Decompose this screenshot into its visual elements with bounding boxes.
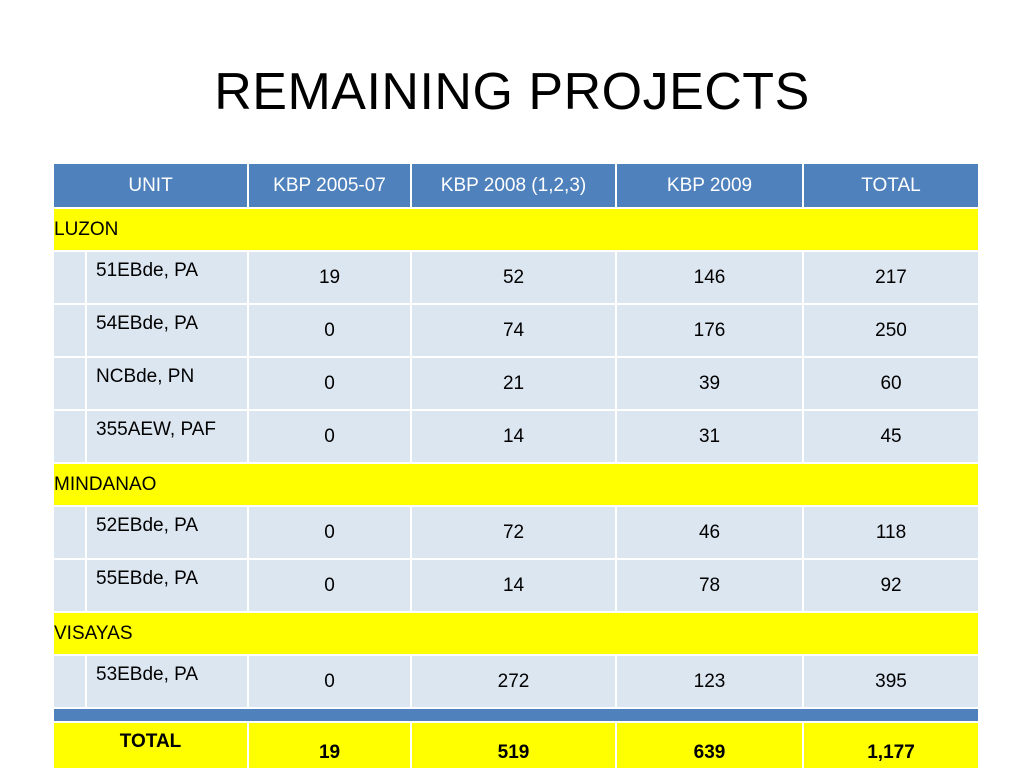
value-kbp-2009: 39 xyxy=(615,356,805,411)
table-row: 53EBde, PA 0 272 123 395 xyxy=(52,654,981,709)
unit-name: 355AEW, PAF xyxy=(84,409,250,464)
header-row: UNIT KBP 2005-07 KBP 2008 (1,2,3) KBP 20… xyxy=(51,162,981,209)
total-kbp-2008: 519 xyxy=(410,721,618,768)
table-row: 51EBde, PA 19 52 146 217 xyxy=(52,250,981,305)
value-kbp-2009: 123 xyxy=(615,654,805,709)
value-total: 250 xyxy=(802,303,981,358)
separator-row xyxy=(51,707,981,723)
value-total: 395 xyxy=(802,654,981,709)
total-label: TOTAL xyxy=(51,721,250,768)
header-total: TOTAL xyxy=(802,162,981,209)
value-kbp-2005-07: 0 xyxy=(247,409,413,464)
unit-name: 53EBde, PA xyxy=(84,654,250,709)
region-label-luzon: LUZON xyxy=(51,207,981,252)
value-kbp-2009: 176 xyxy=(615,303,805,358)
value-kbp-2005-07: 0 xyxy=(247,505,413,560)
value-total: 217 xyxy=(802,250,981,305)
projects-table: UNIT KBP 2005-07 KBP 2008 (1,2,3) KBP 20… xyxy=(51,162,981,768)
table-row: 355AEW, PAF 0 14 31 45 xyxy=(52,409,981,464)
value-kbp-2008: 21 xyxy=(410,356,618,411)
total-kbp-2009: 639 xyxy=(615,721,805,768)
value-total: 45 xyxy=(802,409,981,464)
region-row: VISAYAS xyxy=(51,611,981,656)
header-kbp-2009: KBP 2009 xyxy=(615,162,805,209)
value-kbp-2008: 52 xyxy=(410,250,618,305)
value-total: 92 xyxy=(802,558,981,613)
value-kbp-2005-07: 0 xyxy=(247,356,413,411)
value-kbp-2008: 74 xyxy=(410,303,618,358)
indent-cell xyxy=(52,654,87,709)
unit-name: 51EBde, PA xyxy=(84,250,250,305)
indent-cell xyxy=(52,409,87,464)
indent-cell xyxy=(52,505,87,560)
value-kbp-2008: 14 xyxy=(410,558,618,613)
indent-cell xyxy=(52,303,87,358)
unit-name: 54EBde, PA xyxy=(84,303,250,358)
table-row: 54EBde, PA 0 74 176 250 xyxy=(52,303,981,358)
region-label-mindanao: MINDANAO xyxy=(51,462,981,507)
unit-name: 55EBde, PA xyxy=(84,558,250,613)
header-unit: UNIT xyxy=(51,162,250,209)
value-kbp-2009: 31 xyxy=(615,409,805,464)
value-kbp-2005-07: 0 xyxy=(247,558,413,613)
slide-title: REMAINING PROJECTS xyxy=(214,63,810,121)
indent-cell xyxy=(52,356,87,411)
unit-name: 52EBde, PA xyxy=(84,505,250,560)
value-kbp-2005-07: 19 xyxy=(247,250,413,305)
region-row: MINDANAO xyxy=(51,462,981,507)
header-kbp-2005-07: KBP 2005-07 xyxy=(247,162,413,209)
value-kbp-2008: 272 xyxy=(410,654,618,709)
indent-cell xyxy=(52,558,87,613)
value-total: 60 xyxy=(802,356,981,411)
indent-cell xyxy=(52,250,87,305)
total-kbp-2005-07: 19 xyxy=(247,721,413,768)
total-row: TOTAL 19 519 639 1,177 xyxy=(51,721,981,768)
table-row: 52EBde, PA 0 72 46 118 xyxy=(52,505,981,560)
value-kbp-2009: 146 xyxy=(615,250,805,305)
value-kbp-2005-07: 0 xyxy=(247,303,413,358)
value-kbp-2005-07: 0 xyxy=(247,654,413,709)
region-row: LUZON xyxy=(51,207,981,252)
region-label-visayas: VISAYAS xyxy=(51,611,981,656)
total-grand: 1,177 xyxy=(802,721,981,768)
value-kbp-2009: 78 xyxy=(615,558,805,613)
value-kbp-2008: 72 xyxy=(410,505,618,560)
unit-name: NCBde, PN xyxy=(84,356,250,411)
value-kbp-2009: 46 xyxy=(615,505,805,560)
separator-bar xyxy=(51,707,981,723)
value-kbp-2008: 14 xyxy=(410,409,618,464)
value-total: 118 xyxy=(802,505,981,560)
table-row: NCBde, PN 0 21 39 60 xyxy=(52,356,981,411)
table-row: 55EBde, PA 0 14 78 92 xyxy=(52,558,981,613)
header-kbp-2008: KBP 2008 (1,2,3) xyxy=(410,162,618,209)
